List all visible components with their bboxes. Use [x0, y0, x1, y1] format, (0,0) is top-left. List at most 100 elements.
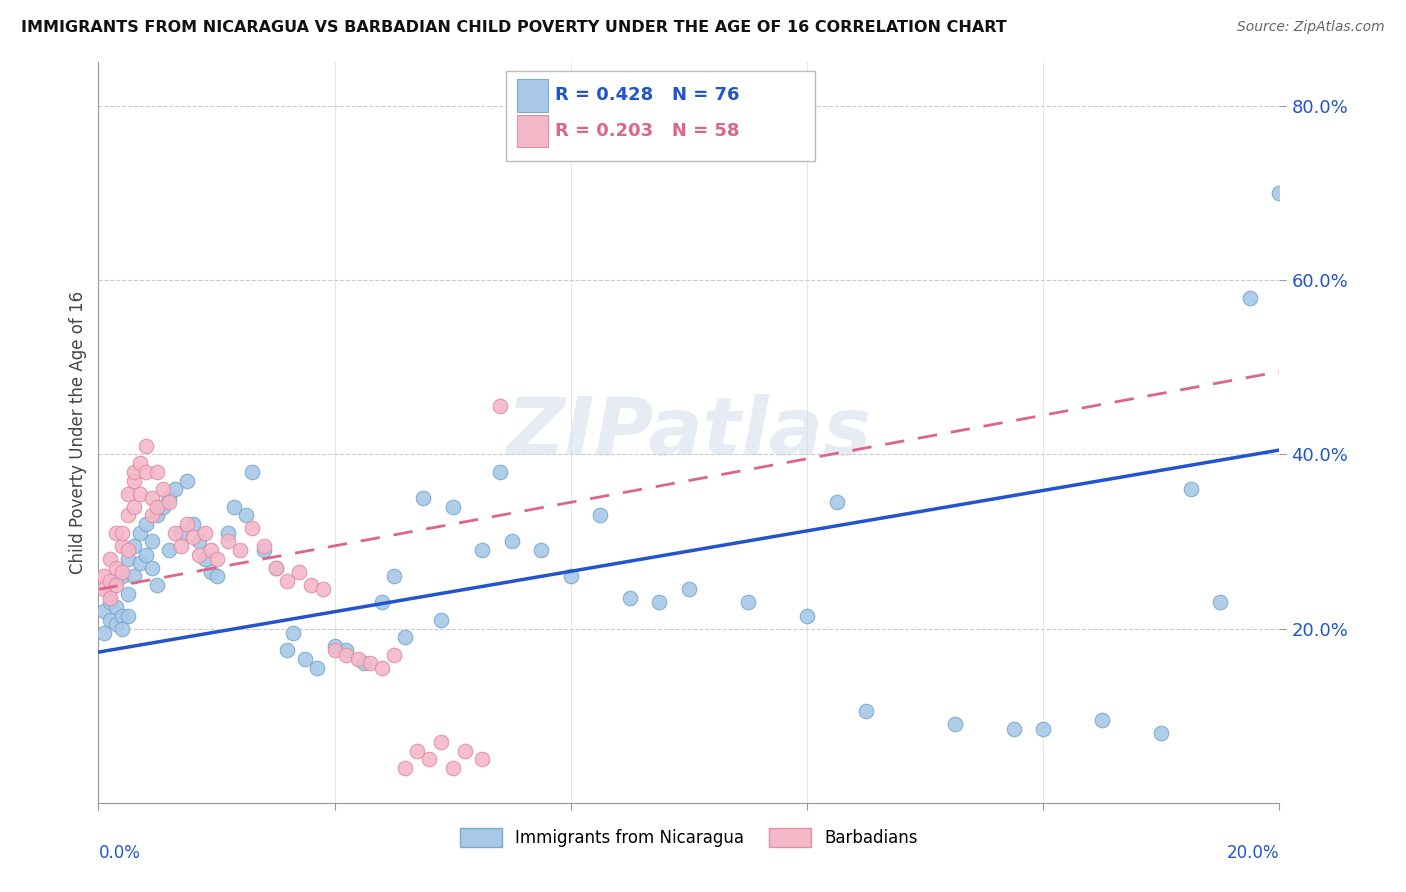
- Point: [1180, 482, 1202, 496]
- Point: [117, 543, 139, 558]
- Point: [253, 543, 276, 558]
- Point: [176, 517, 198, 532]
- Point: [359, 657, 381, 671]
- Text: 0.0%: 0.0%: [98, 844, 141, 862]
- Point: [105, 560, 128, 574]
- Point: [117, 508, 139, 523]
- Point: [471, 543, 494, 558]
- Point: [187, 534, 209, 549]
- Point: [93, 604, 115, 618]
- Point: [217, 534, 239, 549]
- Point: [111, 622, 134, 636]
- Point: [122, 569, 145, 583]
- Point: [418, 752, 440, 766]
- Point: [200, 565, 222, 579]
- Point: [382, 569, 405, 583]
- Point: [165, 482, 187, 496]
- Point: [382, 648, 405, 662]
- Point: [288, 565, 311, 579]
- Point: [530, 543, 553, 558]
- Point: [1091, 713, 1114, 727]
- Point: [93, 569, 115, 583]
- Point: [371, 595, 394, 609]
- Point: [253, 539, 276, 553]
- Point: [406, 743, 429, 757]
- Point: [135, 517, 157, 532]
- Point: [489, 400, 512, 414]
- Point: [122, 465, 145, 479]
- Point: [737, 595, 759, 609]
- Text: ZIPatlas: ZIPatlas: [506, 393, 872, 472]
- Point: [181, 530, 204, 544]
- Point: [93, 582, 115, 597]
- Point: [93, 626, 115, 640]
- Point: [205, 552, 228, 566]
- Point: [1150, 726, 1173, 740]
- Point: [122, 539, 145, 553]
- Point: [141, 491, 163, 505]
- Point: [441, 761, 464, 775]
- Point: [141, 560, 163, 574]
- Point: [128, 556, 150, 570]
- Point: [560, 569, 582, 583]
- Point: [111, 569, 134, 583]
- Point: [187, 548, 209, 562]
- Point: [105, 617, 128, 632]
- Point: [170, 525, 193, 540]
- Point: [235, 508, 257, 523]
- Point: [489, 465, 512, 479]
- Point: [135, 548, 157, 562]
- Point: [312, 582, 335, 597]
- Point: [1239, 291, 1261, 305]
- Text: R = 0.428   N = 76: R = 0.428 N = 76: [555, 87, 740, 104]
- Point: [141, 534, 163, 549]
- Point: [98, 595, 121, 609]
- Point: [619, 591, 641, 606]
- Point: [678, 582, 700, 597]
- Point: [117, 552, 139, 566]
- Point: [205, 569, 228, 583]
- Point: [135, 465, 157, 479]
- Point: [165, 525, 187, 540]
- Point: [152, 500, 174, 514]
- Point: [276, 574, 298, 588]
- Point: [157, 495, 180, 509]
- Point: [305, 661, 328, 675]
- Point: [117, 486, 139, 500]
- Point: [128, 486, 150, 500]
- Point: [1268, 186, 1291, 200]
- Point: [1209, 595, 1232, 609]
- Point: [412, 491, 434, 505]
- Point: [217, 525, 239, 540]
- Point: [796, 608, 818, 623]
- Point: [371, 661, 394, 675]
- Point: [825, 495, 848, 509]
- Point: [122, 474, 145, 488]
- Point: [146, 465, 169, 479]
- Point: [855, 704, 877, 718]
- Point: [394, 630, 416, 644]
- Point: [105, 574, 128, 588]
- Point: [98, 574, 121, 588]
- Point: [135, 439, 157, 453]
- Point: [122, 500, 145, 514]
- Point: [105, 525, 128, 540]
- Point: [117, 608, 139, 623]
- Point: [353, 657, 375, 671]
- Point: [105, 599, 128, 614]
- Text: 20.0%: 20.0%: [1227, 844, 1279, 862]
- Point: [283, 626, 305, 640]
- Point: [323, 639, 346, 653]
- Point: [394, 761, 416, 775]
- Point: [294, 652, 316, 666]
- Text: IMMIGRANTS FROM NICARAGUA VS BARBADIAN CHILD POVERTY UNDER THE AGE OF 16 CORRELA: IMMIGRANTS FROM NICARAGUA VS BARBADIAN C…: [21, 20, 1007, 35]
- Point: [276, 643, 298, 657]
- Text: R = 0.203   N = 58: R = 0.203 N = 58: [555, 122, 740, 140]
- Point: [501, 534, 523, 549]
- Point: [453, 743, 475, 757]
- Text: Source: ZipAtlas.com: Source: ZipAtlas.com: [1237, 20, 1385, 34]
- Point: [943, 717, 966, 731]
- Point: [347, 652, 370, 666]
- Point: [146, 508, 169, 523]
- Point: [194, 552, 217, 566]
